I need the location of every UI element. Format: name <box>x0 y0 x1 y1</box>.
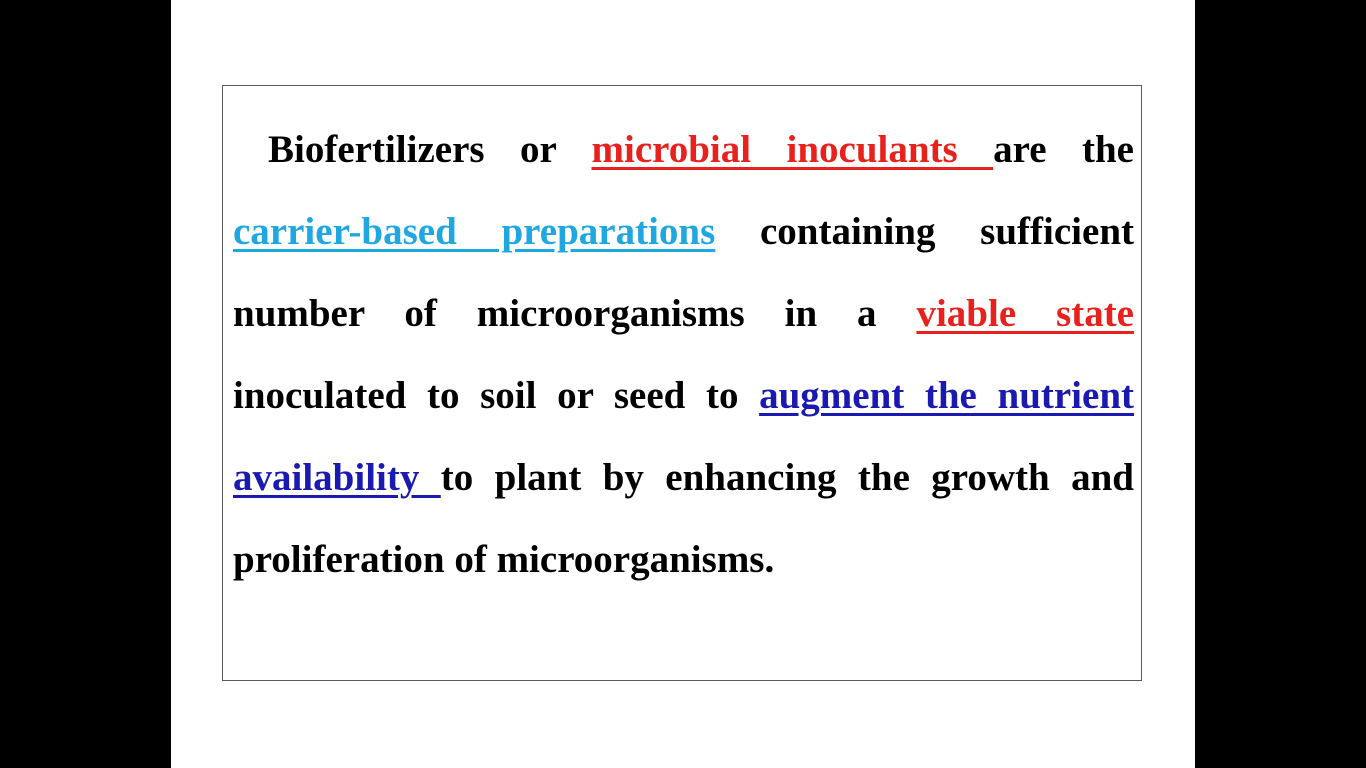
text-segment-3: containing sufficient number of microorg… <box>233 210 1134 335</box>
highlight-viable-state: viable state <box>916 292 1134 335</box>
slide: Biofertilizers or microbial inoculants a… <box>171 0 1195 768</box>
text-segment-4: inoculated to soil or seed to <box>233 374 760 417</box>
highlight-carrier-based-preparations: carrier-based preparations <box>233 210 716 253</box>
text-segment-5: to plant by enhancing the growth and pro… <box>233 456 1134 581</box>
definition-text-box: Biofertilizers or microbial inoculants a… <box>222 85 1142 681</box>
highlight-augment-nutrient-availability: augment the nutrient availability <box>233 374 1134 499</box>
highlight-microbial-inoculants: microbial inoculants <box>591 128 994 171</box>
text-segment-1: Biofertilizers or <box>268 128 592 171</box>
definition-paragraph: Biofertilizers or microbial inoculants a… <box>233 109 1134 601</box>
text-segment-2: are the <box>993 128 1134 171</box>
